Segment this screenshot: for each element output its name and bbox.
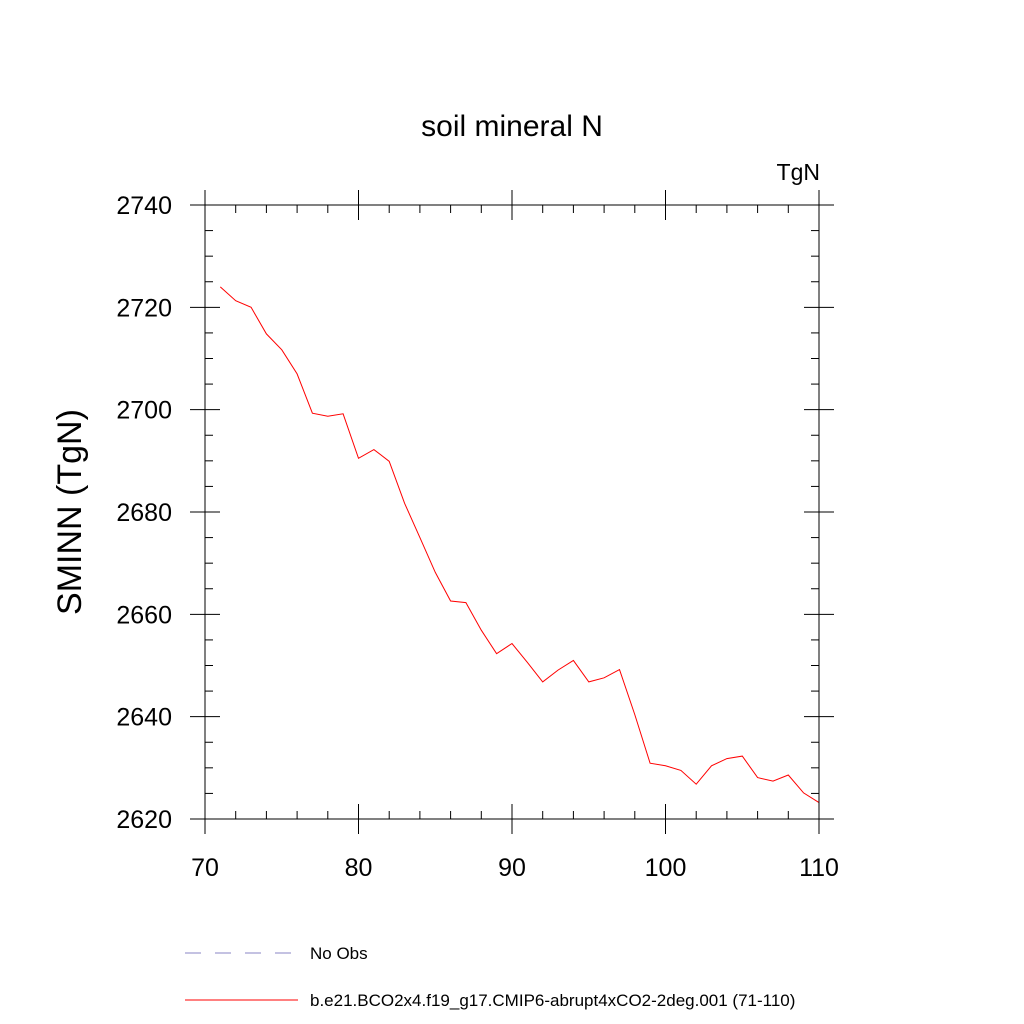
y-tick-label: 2680 <box>116 499 172 527</box>
y-tick-label: 2700 <box>116 397 172 425</box>
plot-lines <box>219 286 820 804</box>
axis-ticks <box>190 190 834 834</box>
x-tick-label: 80 <box>345 854 373 882</box>
series-line <box>219 286 820 804</box>
x-tick-label: 110 <box>799 854 839 882</box>
axis-tick-labels: 70 80 90 100 110 2620 2640 2660 2680 2700 2720 2740 <box>116 192 839 882</box>
x-tick-label: 100 <box>645 854 687 882</box>
legend-label: No Obs <box>310 944 368 963</box>
chart-title: soil mineral N <box>421 110 603 143</box>
y-tick-label: 2720 <box>116 294 172 322</box>
legend: No Obs b.e21.BCO2x4.f19_g17.CMIP6-abrupt4… <box>185 944 795 1010</box>
legend-label: b.e21.BCO2x4.f19_g17.CMIP6-abrupt4xCO2-2… <box>310 991 795 1010</box>
plot-frame <box>204 204 820 820</box>
x-tick-label: 90 <box>498 854 526 882</box>
y-tick-label: 2620 <box>116 806 172 834</box>
y-tick-label: 2740 <box>116 192 172 220</box>
y-tick-label: 2640 <box>116 704 172 732</box>
units-label: TgN <box>777 159 820 185</box>
x-tick-label: 70 <box>191 854 219 882</box>
y-tick-label: 2660 <box>116 601 172 629</box>
y-axis-label: SMINN (TgN) <box>51 409 89 615</box>
